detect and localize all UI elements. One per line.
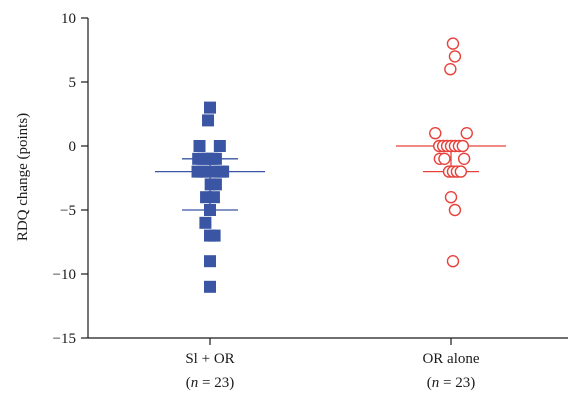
data-point (456, 139, 470, 153)
group-sl-or (155, 101, 265, 293)
category-label: OR alone (422, 351, 479, 367)
data-point (457, 152, 471, 166)
y-axis: 10 5 0 −5 −10 −15 (53, 11, 89, 347)
data-point (448, 203, 462, 217)
data-point (460, 126, 473, 140)
data-point (444, 190, 458, 204)
group-or-alone (396, 37, 506, 268)
y-tick-label: 0 (69, 139, 77, 155)
y-tick-label: 10 (61, 11, 76, 27)
data-groups (155, 37, 506, 293)
data-point (204, 280, 216, 293)
sample-size-n: n (191, 375, 199, 391)
data-point (217, 165, 230, 178)
y-axis-title: RDQ change (points) (15, 113, 31, 241)
sample-size-n: n (432, 375, 440, 391)
data-point (202, 114, 215, 127)
x-axis: Sl + OR(n = 23)OR alone(n = 23) (88, 337, 568, 391)
data-point (199, 216, 212, 229)
y-tick-label: −5 (60, 203, 76, 219)
y-tick-label: −10 (53, 267, 76, 283)
sample-size-value: = 23) (439, 375, 475, 391)
category-label: Sl + OR (185, 351, 234, 367)
data-point (204, 255, 216, 268)
data-point (207, 191, 220, 204)
data-point (193, 140, 206, 152)
sample-size-open: ( (427, 375, 432, 391)
data-point (438, 152, 451, 166)
data-point (204, 204, 216, 216)
data-point (204, 101, 216, 114)
data-point (444, 62, 457, 76)
data-point (209, 178, 222, 191)
sample-size-value: = 23) (198, 375, 234, 391)
data-point (209, 152, 222, 165)
data-point (446, 37, 460, 50)
data-point (213, 140, 226, 152)
sample-size-label: (n = 23) (186, 375, 234, 391)
data-point (429, 126, 442, 140)
data-point (208, 229, 221, 242)
data-point (200, 165, 213, 178)
sample-size-open: ( (186, 375, 191, 391)
data-point (448, 50, 462, 63)
sample-size-label: (n = 23) (427, 375, 475, 391)
data-point (454, 165, 468, 178)
y-tick-label: −15 (53, 331, 76, 347)
y-tick-label: 5 (69, 75, 77, 91)
data-point (446, 255, 460, 268)
